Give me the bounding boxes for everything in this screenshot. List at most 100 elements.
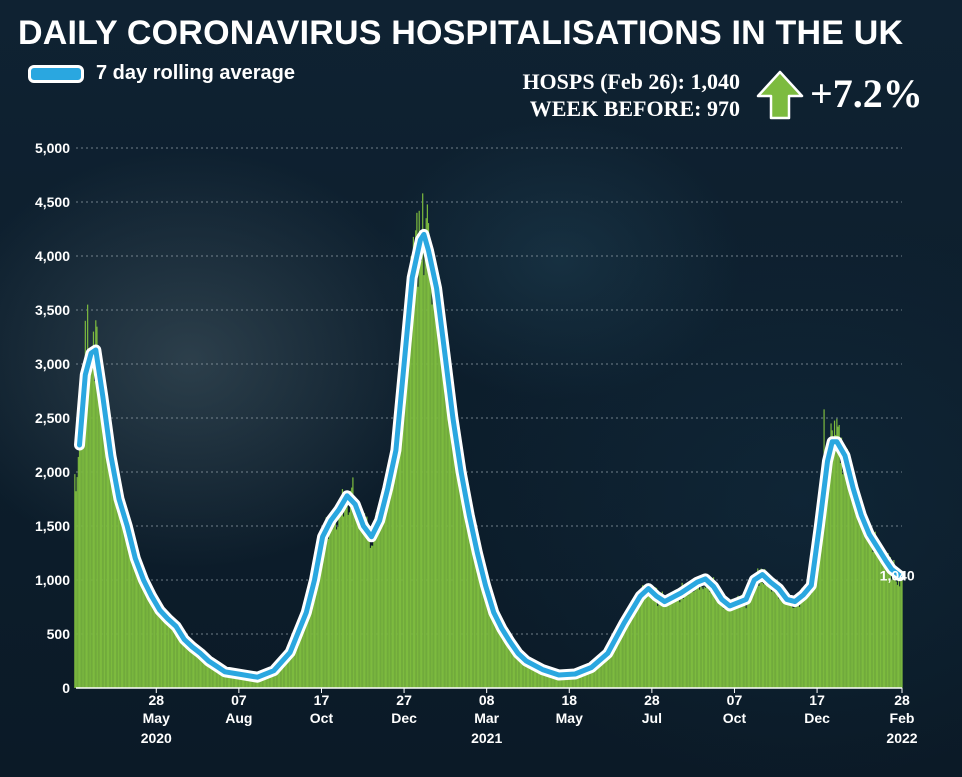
daily-bar: [475, 551, 477, 688]
daily-bar: [614, 643, 616, 688]
daily-bar: [566, 673, 568, 688]
daily-bar: [258, 677, 260, 688]
daily-bar: [583, 670, 586, 688]
daily-bar: [861, 517, 864, 688]
daily-bar: [377, 527, 380, 688]
daily-bar: [441, 328, 444, 688]
daily-bar: [247, 676, 249, 688]
daily-bar: [846, 448, 848, 688]
daily-bar: [565, 673, 567, 688]
y-tick-label: 2,500: [35, 410, 70, 426]
daily-bar: [225, 672, 227, 688]
daily-bar: [616, 635, 618, 688]
daily-bar: [874, 531, 876, 688]
daily-bar: [711, 578, 713, 688]
daily-bar: [152, 604, 154, 688]
daily-bar: [840, 437, 843, 688]
daily-bar: [788, 595, 790, 688]
daily-bar: [313, 585, 316, 688]
daily-bar: [366, 516, 368, 688]
daily-bar: [362, 513, 364, 688]
daily-bar: [168, 621, 170, 688]
daily-bar: [619, 629, 622, 688]
daily-bar: [329, 534, 331, 688]
daily-bar: [196, 647, 198, 688]
daily-bar: [311, 595, 313, 688]
daily-bar: [320, 533, 323, 688]
daily-bar: [745, 608, 747, 688]
daily-bar: [326, 525, 328, 688]
daily-bar: [189, 646, 191, 688]
x-tick-day: 17: [809, 692, 825, 708]
daily-bar: [548, 672, 551, 688]
daily-bar: [159, 604, 161, 688]
daily-bar: [847, 466, 850, 688]
daily-bar: [762, 584, 765, 688]
daily-bar: [224, 673, 226, 688]
daily-bar: [532, 666, 534, 688]
daily-bar: [191, 649, 193, 688]
daily-bar: [295, 638, 297, 688]
daily-bar: [94, 381, 96, 688]
daily-bar: [104, 403, 106, 688]
daily-bar: [400, 382, 402, 688]
daily-bar: [773, 591, 775, 688]
daily-bar: [702, 589, 704, 688]
daily-bar: [897, 568, 900, 688]
daily-bar: [301, 628, 303, 688]
daily-bar: [120, 516, 122, 688]
daily-bar: [850, 493, 852, 688]
daily-bar: [639, 594, 641, 688]
daily-bar: [810, 593, 812, 688]
chart-title: DAILY CORONAVIRUS HOSPITALISATIONS IN TH…: [18, 14, 904, 52]
daily-bar: [241, 675, 243, 688]
daily-bar: [703, 586, 705, 688]
daily-bar: [661, 591, 663, 688]
y-tick-label: 1,000: [35, 572, 70, 588]
y-tick-label: 1,500: [35, 518, 70, 534]
daily-bar: [622, 625, 624, 688]
x-tick-day: 17: [314, 692, 330, 708]
daily-bar: [751, 590, 753, 688]
daily-bar: [302, 624, 304, 688]
daily-bar: [423, 275, 425, 688]
daily-bar: [835, 435, 837, 688]
daily-bar: [164, 618, 167, 688]
daily-bar: [153, 604, 155, 688]
daily-bar: [662, 596, 665, 688]
daily-bar: [222, 672, 224, 688]
daily-bar: [177, 630, 179, 688]
daily-bar: [523, 659, 525, 688]
daily-bar: [184, 640, 186, 688]
daily-bar: [133, 564, 135, 688]
x-tick-month: May: [556, 710, 583, 726]
daily-bar: [374, 527, 376, 688]
daily-bar: [794, 607, 796, 688]
daily-bar: [182, 633, 184, 688]
daily-bar: [512, 645, 515, 688]
daily-bar: [369, 547, 371, 688]
daily-bar: [595, 662, 597, 688]
daily-bar: [882, 565, 885, 688]
daily-bar: [440, 346, 442, 688]
daily-bar: [394, 463, 396, 688]
daily-bar: [668, 593, 670, 688]
daily-bar: [319, 552, 321, 688]
daily-bar: [886, 563, 888, 688]
daily-bar: [600, 661, 602, 688]
daily-bar: [237, 673, 239, 688]
daily-bar: [501, 630, 503, 688]
daily-bar: [192, 646, 195, 688]
daily-bar: [422, 193, 424, 689]
daily-bar: [789, 602, 791, 688]
daily-bar: [793, 607, 795, 688]
daily-bar: [266, 672, 268, 688]
daily-bar: [304, 617, 306, 688]
daily-bar: [551, 674, 553, 688]
daily-bar: [759, 582, 761, 688]
daily-bar: [424, 251, 426, 689]
daily-bar: [448, 392, 451, 688]
daily-bar: [149, 598, 152, 688]
daily-bar: [111, 459, 113, 688]
daily-bar: [161, 610, 163, 688]
